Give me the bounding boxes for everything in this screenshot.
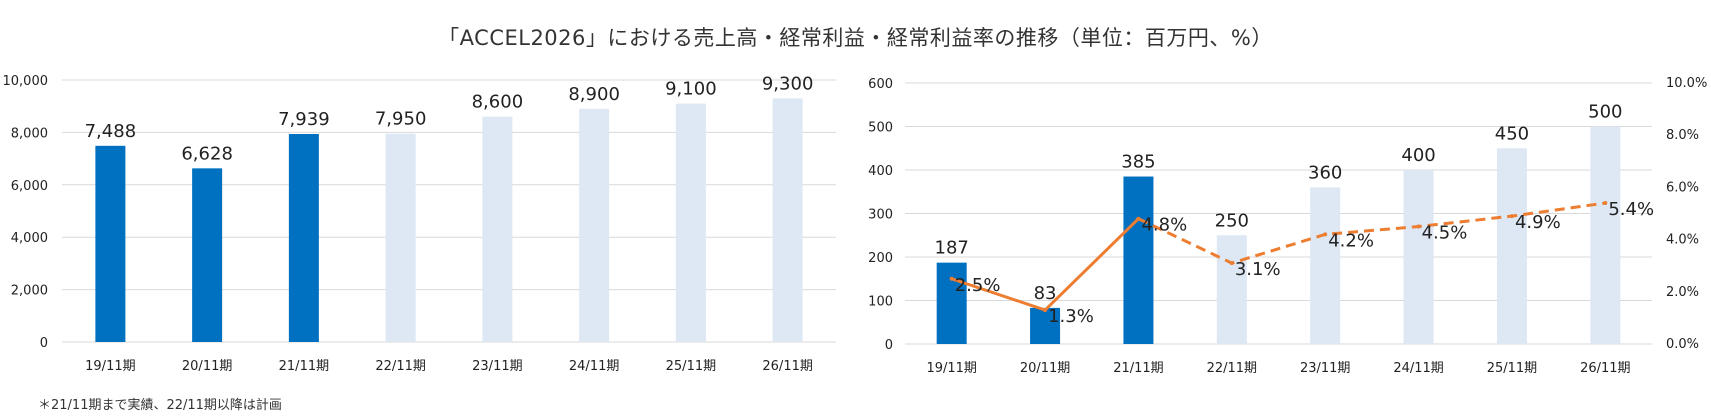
margin-point <box>1043 308 1048 313</box>
data-label: 9,300 <box>762 73 814 94</box>
data-label: 7,950 <box>375 109 427 130</box>
bar <box>482 116 513 343</box>
margin-data-label: 4.2% <box>1328 230 1374 251</box>
x-tick-label: 26/11期 <box>1580 361 1630 376</box>
bar <box>1030 307 1061 344</box>
y-tick-label: 8,000 <box>11 126 48 141</box>
y-tick-label: 200 <box>868 251 893 266</box>
bar <box>772 98 803 342</box>
y-tick-label: 6,000 <box>11 179 48 194</box>
x-tick-label: 23/11期 <box>1300 361 1350 376</box>
margin-data-label: 4.9% <box>1515 212 1561 233</box>
x-tick-label: 19/11期 <box>85 359 135 374</box>
y2-tick-label: 2.0% <box>1666 285 1699 300</box>
data-label: 7,939 <box>278 109 330 130</box>
bar <box>1590 126 1621 344</box>
y-tick-label: 400 <box>868 164 893 179</box>
x-tick-label: 24/11期 <box>1393 361 1443 376</box>
data-label: 8,900 <box>568 84 620 105</box>
margin-line-plan <box>1137 201 1606 265</box>
chart-title: 「ACCEL2026」における売上高・経常利益・経常利益率の推移（単位：百万円、… <box>438 26 1273 50</box>
bar-data-label: 400 <box>1401 145 1435 166</box>
data-label: 6,628 <box>181 143 233 164</box>
y-tick-label: 100 <box>868 295 893 310</box>
bar-data-label: 83 <box>1034 283 1057 304</box>
x-tick-label: 22/11期 <box>1207 361 1257 376</box>
bar-data-label: 187 <box>935 238 969 259</box>
x-tick-label: 19/11期 <box>926 361 976 376</box>
y-tick-label: 0 <box>885 338 893 353</box>
bar <box>288 133 319 342</box>
margin-data-label: 3.1% <box>1235 259 1281 280</box>
y2-tick-label: 8.0% <box>1666 128 1699 143</box>
bar-data-label: 450 <box>1495 123 1529 144</box>
margin-data-label: 4.8% <box>1141 215 1187 236</box>
bar <box>1496 148 1527 344</box>
y-tick-label: 600 <box>868 77 893 92</box>
footnote: ＊21/11期まで実績、22/11期以降は計画 <box>38 398 282 413</box>
bar-data-label: 385 <box>1121 152 1155 173</box>
x-tick-label: 20/11期 <box>1020 361 1070 376</box>
bar <box>579 108 610 342</box>
y-tick-label: 500 <box>868 121 893 136</box>
margin-point <box>949 276 954 281</box>
bar <box>1123 176 1154 344</box>
bar-data-label: 500 <box>1588 102 1622 123</box>
x-tick-label: 21/11期 <box>279 359 329 374</box>
bar <box>1403 170 1434 344</box>
margin-point <box>1323 232 1328 237</box>
x-tick-label: 25/11期 <box>666 359 716 374</box>
data-label: 8,600 <box>472 92 524 113</box>
y-tick-label: 0 <box>40 336 48 351</box>
margin-data-label: 4.5% <box>1422 223 1468 244</box>
margin-data-label: 1.3% <box>1048 306 1094 327</box>
x-tick-label: 24/11期 <box>569 359 619 374</box>
bar <box>675 103 706 342</box>
x-tick-label: 26/11期 <box>762 359 812 374</box>
margin-point <box>1416 224 1421 229</box>
bar <box>1310 187 1341 344</box>
margin-point <box>1603 201 1608 206</box>
x-tick-label: 21/11期 <box>1113 361 1163 376</box>
bar-data-label: 360 <box>1308 162 1342 183</box>
bar-data-label: 250 <box>1215 210 1249 231</box>
margin-point <box>1136 216 1141 221</box>
y-tick-label: 4,000 <box>11 231 48 246</box>
bar <box>385 133 416 342</box>
y-tick-label: 10,000 <box>3 74 49 89</box>
x-tick-label: 20/11期 <box>182 359 232 374</box>
data-label: 9,100 <box>665 79 717 100</box>
bar <box>95 145 126 342</box>
bar <box>1216 235 1247 344</box>
x-tick-label: 25/11期 <box>1487 361 1537 376</box>
margin-point <box>1229 261 1234 266</box>
y2-tick-label: 6.0% <box>1666 180 1699 195</box>
margin-point <box>1509 214 1514 219</box>
y-tick-label: 300 <box>868 208 893 223</box>
data-label: 7,488 <box>85 121 137 142</box>
y2-tick-label: 0.0% <box>1666 337 1699 352</box>
margin-data-label: 2.5% <box>955 275 1001 296</box>
y-tick-label: 2,000 <box>11 284 48 299</box>
y2-tick-label: 10.0% <box>1666 76 1707 91</box>
bar <box>192 168 223 342</box>
x-tick-label: 22/11期 <box>375 359 425 374</box>
y2-tick-label: 4.0% <box>1666 233 1699 248</box>
x-tick-label: 23/11期 <box>472 359 522 374</box>
margin-data-label: 5.4% <box>1608 199 1654 220</box>
bar <box>936 262 967 344</box>
